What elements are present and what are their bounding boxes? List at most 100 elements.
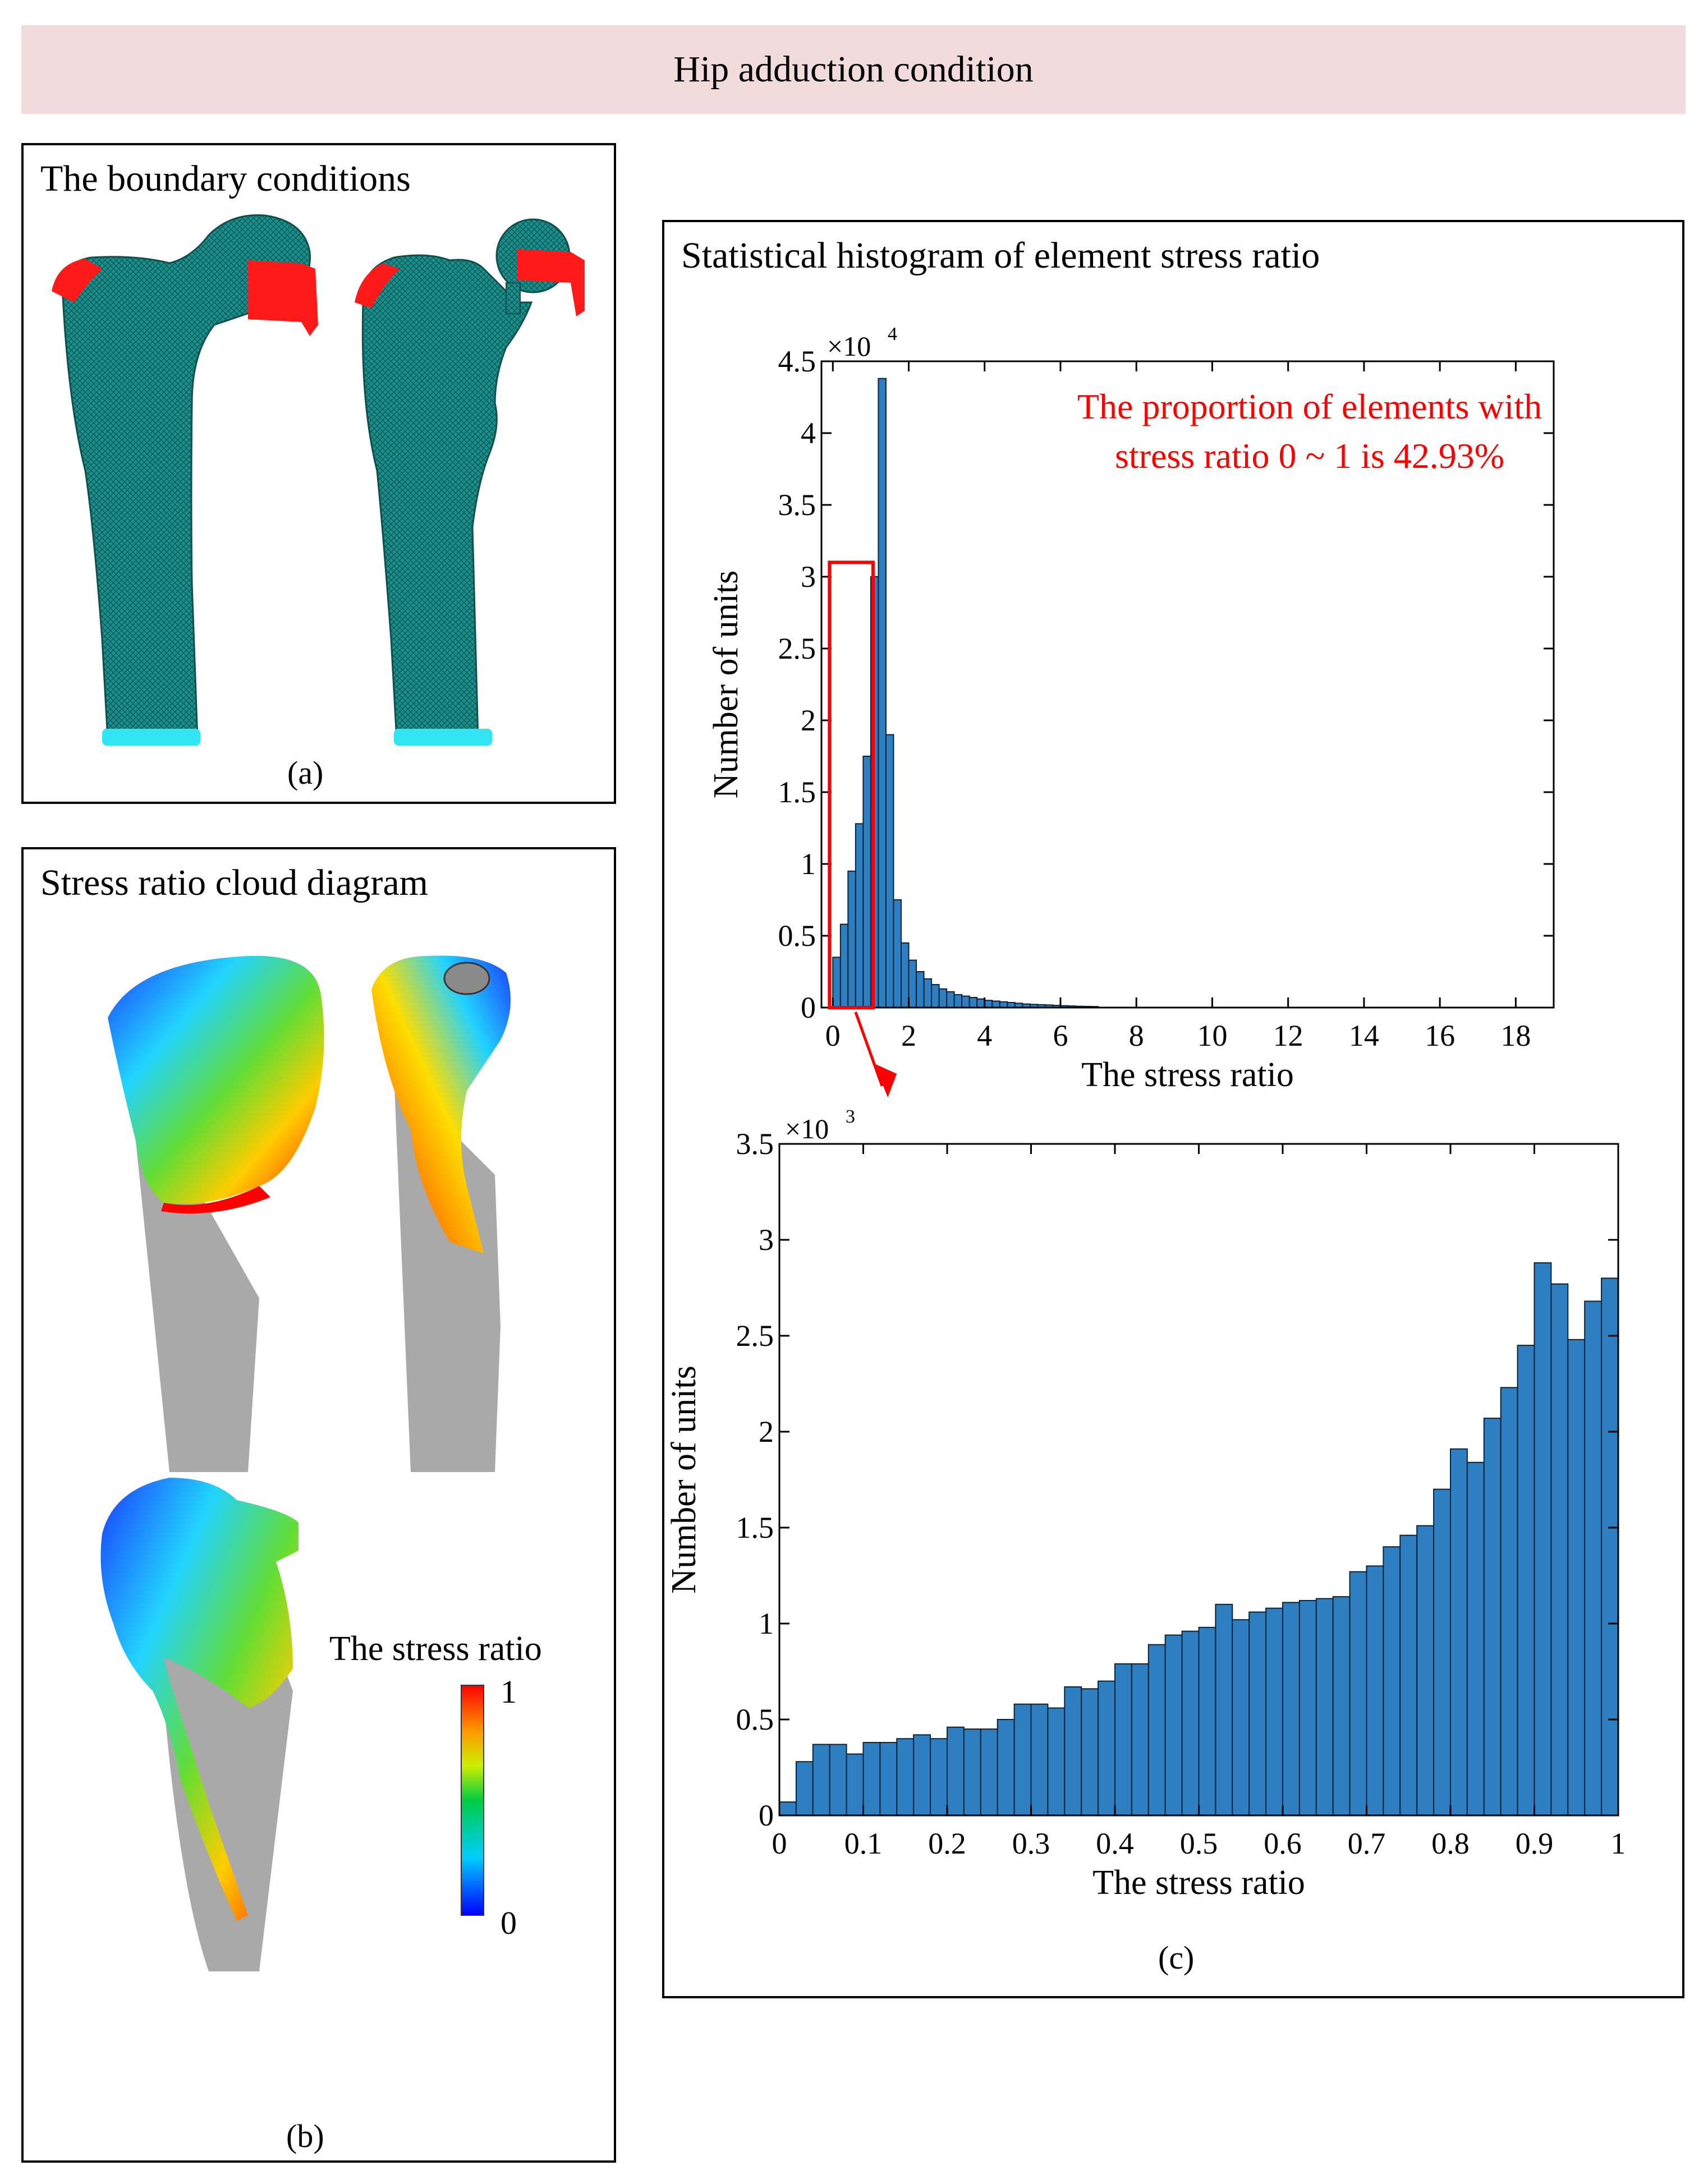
histogram-bar-2 [1315,1598,1334,1817]
panel-c: Statistical histogram of element stress … [662,220,1684,1998]
histogram-bar-2 [1232,1619,1250,1816]
histogram-bar-2 [846,1753,864,1817]
y-multiplier-exponent: 3 [846,1106,855,1127]
histogram-bar-2 [1248,1611,1267,1816]
stress-contour-side [100,1478,299,1921]
histogram-bar-1 [855,823,864,1008]
histogram-bar-1 [885,734,894,1008]
histogram-bar-2 [1215,1603,1233,1817]
histogram-bar-1 [953,994,963,1008]
x-tick-label: 4 [977,1019,992,1052]
y-tick-label: 0.5 [778,919,816,953]
histogram-bar-2 [829,1744,847,1816]
y-tick-label: 2 [759,1415,774,1449]
histogram-bar-2 [1098,1680,1115,1817]
x-tick-label: 18 [1500,1019,1531,1052]
histogram-bar-1 [991,1000,1000,1008]
x-tick-label: 0.6 [1264,1827,1302,1860]
panel-a: The boundary conditions (a) [21,143,616,804]
histogram-bar-1 [976,998,985,1009]
histogram-bar-2 [779,1801,797,1817]
histogram-bar-2 [963,1728,981,1817]
x-axis-label: The stress ratio [1081,1056,1294,1094]
y-tick-label: 3.5 [736,1127,774,1161]
histogram-bar-2 [913,1734,931,1817]
histogram-bar-2 [1399,1534,1418,1816]
histogram-bar-1 [878,378,887,1009]
histogram-bar-2 [1550,1283,1569,1817]
x-tick-label: 16 [1425,1019,1455,1052]
histogram-bar-1 [946,991,955,1008]
panel-b: Stress ratio cloud diagram [21,847,616,2163]
x-tick-label: 6 [1053,1019,1068,1052]
x-tick-label: 2 [901,1019,916,1052]
histogram-bar-2 [1147,1644,1166,1817]
panel-c-label: (c) [1158,1939,1195,1976]
histogram-bar-2 [1433,1488,1451,1817]
y-tick-label: 1 [801,847,816,881]
histogram-bar-2 [1584,1300,1603,1816]
histogram-bar-2 [997,1719,1015,1816]
x-tick-label: 10 [1197,1019,1227,1052]
x-tick-label: 0 [772,1827,787,1860]
histogram-bar-2 [1332,1596,1351,1817]
histogram-bar-2 [1064,1686,1082,1817]
histogram-bar-2 [1416,1525,1435,1817]
y-tick-label: 4 [801,416,816,450]
femur-model-back [361,254,533,741]
histogram-bar-2 [1181,1630,1200,1816]
histogram-bar-1 [893,899,902,1008]
histogram-bar-2 [1349,1571,1367,1816]
histogram-bar-2 [980,1728,998,1817]
x-axis-label: The stress ratio [1092,1864,1305,1902]
y-tick-label: 2.5 [778,632,816,665]
x-tick-label: 0.3 [1012,1827,1050,1860]
histogram-bar-1 [999,1001,1008,1009]
x-tick-label: 0.2 [928,1827,966,1860]
histogram-bar-2 [862,1742,881,1817]
x-tick-label: 0 [825,1019,841,1052]
panel-b-label: (b) [286,2118,324,2154]
histogram-bar-2 [879,1742,898,1817]
histogram-bar-1 [847,870,856,1009]
histogram-bar-2 [1517,1345,1535,1816]
annotation-text-line-2: stress ratio 0 ~ 1 is 42.93% [1115,436,1504,476]
histogram-bar-1 [961,995,970,1009]
histogram-bar-1 [923,978,933,1009]
histogram-bar-2 [1383,1546,1401,1816]
colorbar [461,1685,484,1916]
x-tick-label: 14 [1349,1019,1379,1052]
figure-title: Hip adduction condition [673,49,1034,90]
histogram-bar-1 [908,959,917,1009]
histogram-bar-2 [795,1761,814,1816]
x-tick-label: 0.5 [1180,1827,1218,1860]
histogram-bar-1 [968,997,978,1008]
histogram-bar-1 [984,1000,993,1008]
x-tick-label: 0.4 [1096,1827,1134,1860]
x-tick-label: 8 [1129,1019,1144,1052]
histogram-bar-1 [900,942,910,1009]
y-tick-label: 0.5 [736,1703,774,1736]
histogram-bar-1 [832,957,841,1009]
y-tick-label: 3 [759,1223,774,1257]
plot-frame-1 [820,360,1555,1009]
y-tick-label: 1 [759,1607,774,1640]
histogram-bar-2 [1164,1634,1183,1817]
panel-b-title: Stress ratio cloud diagram [40,862,429,903]
histogram-bar-2 [1047,1707,1066,1816]
histogram-bar-2 [930,1738,948,1816]
x-tick-label: 12 [1273,1019,1303,1052]
x-tick-label: 1 [1611,1827,1626,1860]
histogram-bar-1 [916,971,925,1008]
histogram-bar-2 [896,1738,915,1816]
histogram-bar-2 [1366,1565,1384,1816]
colorbar-title: The stress ratio [329,1630,542,1668]
histogram-bar-2 [947,1726,965,1816]
colorbar-min-label: 0 [501,1905,517,1941]
annotation-arrow-head [874,1064,897,1097]
histogram-bar-2 [1298,1599,1317,1816]
y-tick-label: 1.5 [778,775,816,809]
histogram-bar-1 [938,988,948,1008]
y-tick-label: 1.5 [736,1511,774,1544]
